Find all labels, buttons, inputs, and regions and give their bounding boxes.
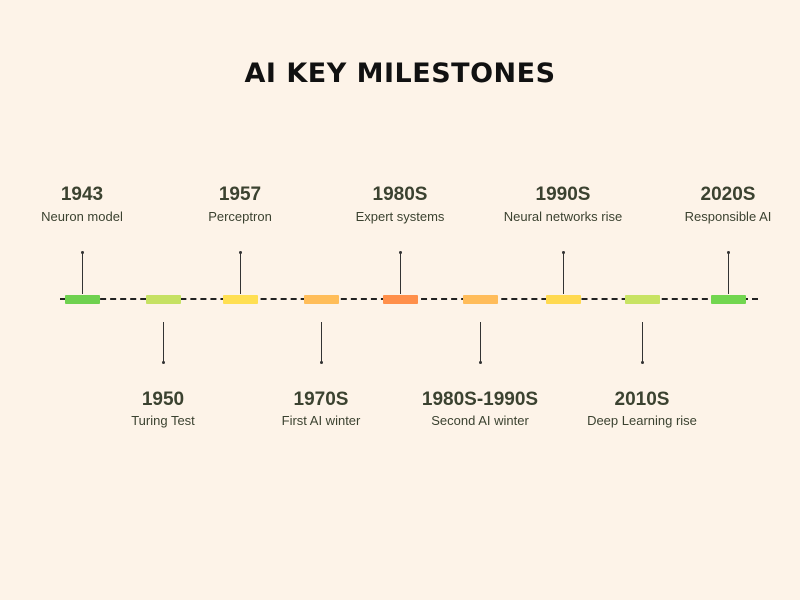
milestone-marker	[625, 295, 660, 304]
connector-line	[480, 322, 481, 363]
arrow-tip-icon	[641, 361, 644, 364]
milestone-marker	[65, 295, 100, 304]
connector-line	[82, 252, 83, 294]
milestone-marker	[223, 295, 258, 304]
milestone-year: 1950	[141, 389, 185, 410]
milestone-year: 1970S	[293, 389, 349, 410]
milestone-marker	[146, 295, 181, 304]
connector-line	[163, 322, 164, 363]
milestone-marker	[546, 295, 581, 304]
milestone-label: Responsible AI	[684, 209, 772, 224]
milestone-year: 2020S	[700, 184, 756, 205]
milestone-marker	[304, 295, 339, 304]
arrow-tip-icon	[727, 251, 730, 254]
milestone-label: Turing Test	[131, 413, 195, 428]
connector-line	[563, 252, 564, 294]
milestone-label: Perceptron	[208, 209, 272, 224]
milestone-label: Deep Learning rise	[587, 413, 697, 428]
milestone-label: Neuron model	[41, 209, 123, 224]
milestone-marker	[383, 295, 418, 304]
milestone-marker	[463, 295, 498, 304]
milestone-year: 1990S	[535, 184, 591, 205]
arrow-tip-icon	[320, 361, 323, 364]
connector-line	[642, 322, 643, 363]
milestone-label: Expert systems	[355, 209, 445, 224]
milestone-label: Second AI winter	[431, 413, 529, 428]
milestone-year: 1943	[60, 184, 104, 205]
milestone-year: 2010S	[614, 389, 670, 410]
arrow-tip-icon	[479, 361, 482, 364]
arrow-tip-icon	[81, 251, 84, 254]
arrow-tip-icon	[562, 251, 565, 254]
arrow-tip-icon	[399, 251, 402, 254]
arrow-tip-icon	[162, 361, 165, 364]
milestone-marker	[711, 295, 746, 304]
connector-line	[728, 252, 729, 294]
page-title: AI KEY MILESTONES	[244, 58, 556, 89]
milestone-label: First AI winter	[281, 413, 361, 428]
connector-line	[240, 252, 241, 294]
milestone-year: 1980S-1990S	[421, 389, 539, 410]
milestone-year: 1957	[218, 184, 262, 205]
arrow-tip-icon	[239, 251, 242, 254]
milestone-year: 1980S	[372, 184, 428, 205]
connector-line	[400, 252, 401, 294]
connector-line	[321, 322, 322, 363]
milestone-label: Neural networks rise	[503, 209, 623, 224]
